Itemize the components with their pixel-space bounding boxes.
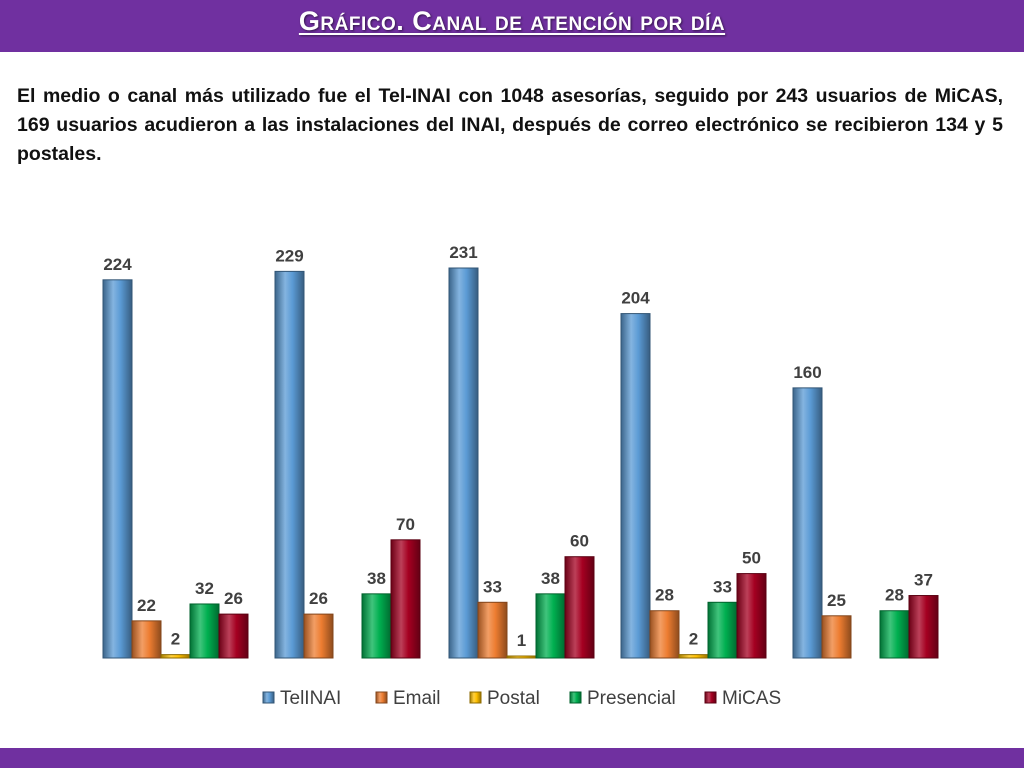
data-label-postal-4: 2 bbox=[689, 630, 698, 649]
chart-legend: TelINAI Email Postal Presencial MiCAS bbox=[262, 688, 781, 709]
bar-presencial-4 bbox=[707, 601, 738, 659]
data-label-micas-5: 37 bbox=[914, 571, 933, 590]
data-label-presencial-4: 33 bbox=[713, 577, 732, 596]
bar-telinai-3 bbox=[448, 267, 479, 659]
bar-presencial-1 bbox=[189, 603, 220, 659]
data-label-email-1: 22 bbox=[137, 596, 156, 615]
data-label-presencial-5: 28 bbox=[885, 586, 904, 605]
legend-swatch-presencial bbox=[569, 691, 582, 704]
bar-email-5 bbox=[821, 615, 852, 659]
data-label-email-4: 28 bbox=[655, 586, 674, 605]
data-label-email-5: 25 bbox=[827, 591, 846, 610]
bar-email-4 bbox=[649, 610, 680, 659]
data-label-telinai-2: 229 bbox=[275, 246, 303, 265]
bar-micas-3 bbox=[564, 556, 595, 659]
legend-label-micas: MiCAS bbox=[722, 688, 781, 709]
bar-postal-3 bbox=[506, 655, 537, 659]
bar-telinai-2 bbox=[274, 270, 305, 659]
summary-paragraph: El medio o canal más utilizado fue el Te… bbox=[17, 85, 1003, 165]
data-label-micas-2: 70 bbox=[396, 515, 415, 534]
bar-postal-4 bbox=[678, 654, 709, 659]
legend-swatch-email bbox=[375, 691, 388, 704]
legend-swatch-postal bbox=[469, 691, 482, 704]
bar-email-2 bbox=[303, 613, 334, 659]
bar-telinai-4 bbox=[620, 313, 651, 659]
legend-label-presencial: Presencial bbox=[587, 688, 676, 709]
bar-postal-1 bbox=[160, 654, 191, 659]
bar-micas-1 bbox=[218, 613, 249, 659]
bar-micas-4 bbox=[736, 573, 767, 659]
page-title: Gráfico. Canal de atención por día bbox=[298, 6, 726, 36]
data-label-presencial-3: 38 bbox=[541, 569, 560, 588]
data-label-email-3: 33 bbox=[483, 577, 502, 596]
data-label-postal-3: 1 bbox=[517, 631, 526, 650]
data-label-micas-4: 50 bbox=[742, 549, 761, 568]
bar-presencial-3 bbox=[535, 593, 566, 659]
data-label-telinai-4: 204 bbox=[621, 289, 650, 308]
legend-label-telinai: TelINAI bbox=[280, 688, 341, 709]
title-bar: Gráfico. Canal de atención por día bbox=[0, 0, 1024, 52]
bar-telinai-5 bbox=[792, 387, 823, 659]
bar-telinai-1 bbox=[102, 279, 133, 659]
bar-micas-5 bbox=[908, 595, 939, 659]
data-label-email-2: 26 bbox=[309, 589, 328, 608]
data-label-presencial-2: 38 bbox=[367, 569, 386, 588]
bars-layer bbox=[102, 267, 939, 659]
data-labels-layer: 2242223226229263870231331386020428233501… bbox=[103, 243, 933, 650]
data-label-micas-1: 26 bbox=[224, 589, 243, 608]
data-label-postal-1: 2 bbox=[171, 630, 180, 649]
bottom-bar bbox=[0, 748, 1024, 768]
legend-label-postal: Postal bbox=[487, 688, 540, 709]
data-label-telinai-1: 224 bbox=[103, 255, 132, 274]
data-label-telinai-3: 231 bbox=[449, 243, 477, 262]
data-label-micas-3: 60 bbox=[570, 532, 589, 551]
legend-label-email: Email bbox=[393, 688, 441, 709]
data-label-presencial-1: 32 bbox=[195, 579, 214, 598]
data-label-telinai-5: 160 bbox=[793, 363, 821, 382]
bar-presencial-2 bbox=[361, 593, 392, 659]
legend-swatch-micas bbox=[704, 691, 717, 704]
bar-chart: 2242223226229263870231331386020428233501… bbox=[102, 243, 939, 709]
bar-email-3 bbox=[477, 601, 508, 659]
legend-swatch-telinai bbox=[262, 691, 275, 704]
bar-presencial-5 bbox=[879, 610, 910, 659]
bar-email-1 bbox=[131, 620, 162, 659]
bar-micas-2 bbox=[390, 539, 421, 659]
